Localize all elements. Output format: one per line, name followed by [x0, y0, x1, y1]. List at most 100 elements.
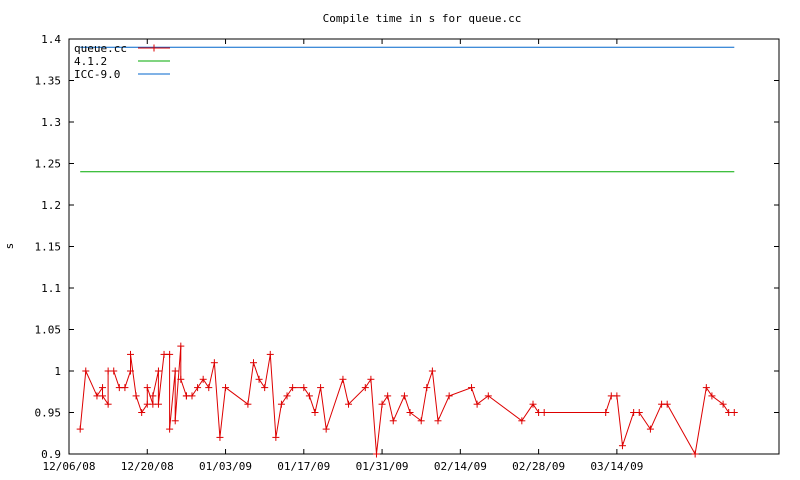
y-tick-label: 1.15 — [35, 241, 62, 254]
data-point-queue-cc — [635, 409, 643, 416]
x-axis: 12/06/08 12/20/08 01/03/09 01/17/09 01/31/09… — [43, 39, 643, 473]
data-point-queue-cc — [166, 350, 174, 358]
data-point-queue-cc — [255, 375, 263, 383]
y-tick-label: 1.2 — [41, 199, 61, 212]
data-point-queue-cc — [216, 433, 224, 441]
data-point-queue-cc — [249, 359, 257, 367]
legend-label-4-1-2: 4.1.2 — [74, 55, 107, 68]
data-point-queue-cc — [82, 367, 90, 375]
data-point-queue-cc — [322, 425, 330, 433]
x-tick-label: 01/31/09 — [356, 460, 409, 473]
data-point-queue-cc — [434, 417, 442, 425]
data-point-queue-cc — [99, 384, 107, 392]
data-point-queue-cc — [417, 417, 425, 425]
data-point-queue-cc — [719, 400, 727, 408]
data-point-queue-cc — [311, 409, 319, 416]
y-tick-label: 1.4 — [41, 33, 61, 46]
data-point-queue-cc — [76, 425, 84, 433]
data-point-queue-cc — [529, 400, 537, 408]
data-point-queue-cc — [345, 400, 353, 408]
data-point-queue-cc — [305, 392, 313, 400]
data-point-queue-cc — [194, 384, 202, 392]
data-point-queue-cc — [244, 400, 252, 408]
data-point-queue-cc — [339, 375, 347, 383]
data-point-queue-cc — [289, 384, 297, 392]
data-point-queue-cc — [261, 384, 269, 392]
data-point-queue-cc — [121, 384, 129, 392]
data-point-queue-cc — [171, 417, 179, 425]
y-tick-label: 1.35 — [35, 75, 62, 88]
x-tick-label: 12/20/08 — [121, 460, 174, 473]
data-point-queue-cc — [177, 342, 185, 350]
data-point-queue-cc — [389, 417, 397, 425]
x-tick-label: 01/03/09 — [199, 460, 252, 473]
data-point-queue-cc — [372, 450, 380, 458]
x-tick-label: 12/06/08 — [43, 460, 96, 473]
data-point-queue-cc — [361, 384, 369, 392]
data-point-queue-cc — [222, 384, 230, 392]
data-point-queue-cc — [126, 350, 134, 358]
data-point-queue-cc — [272, 433, 280, 441]
y-tick-label: 1.3 — [41, 116, 61, 129]
data-point-queue-cc — [428, 367, 436, 375]
data-point-queue-cc — [518, 417, 526, 425]
data-point-queue-cc — [708, 392, 716, 400]
series-line-queue-cc — [79, 346, 735, 456]
data-point-queue-cc — [423, 384, 431, 392]
data-point-queue-cc — [367, 375, 375, 383]
data-point-queue-cc — [613, 392, 621, 400]
y-tick-label: 1.25 — [35, 158, 62, 171]
y-axis: 0.9 0.95 1 1.05 1.1 1.15 1.2 1.25 1.3 1.35 1.4 — [35, 33, 779, 461]
data-point-queue-cc — [143, 384, 151, 392]
data-point-queue-cc — [602, 409, 610, 416]
data-point-queue-cc — [110, 367, 118, 375]
data-point-queue-cc — [484, 392, 492, 400]
data-point-queue-cc — [188, 392, 196, 400]
data-point-queue-cc — [384, 392, 392, 400]
y-tick-label: 1.1 — [41, 282, 61, 295]
y-axis-label: s — [3, 243, 16, 250]
data-point-queue-cc — [400, 392, 408, 400]
data-point-queue-cc — [149, 392, 157, 400]
plot-area — [76, 46, 738, 458]
chart-title: Compile time in s for queue.cc — [323, 12, 522, 25]
data-point-queue-cc — [378, 400, 386, 408]
data-point-queue-cc — [473, 400, 481, 408]
y-tick-label: 1 — [54, 365, 61, 378]
data-point-queue-cc — [266, 350, 274, 358]
x-tick-label: 02/14/09 — [434, 460, 487, 473]
data-point-queue-cc — [540, 409, 548, 416]
data-point-queue-cc — [406, 409, 414, 416]
data-point-queue-cc — [99, 392, 107, 400]
data-point-queue-cc — [154, 367, 162, 375]
data-point-queue-cc — [691, 450, 699, 458]
data-point-queue-cc — [205, 384, 213, 392]
data-point-queue-cc — [445, 392, 453, 400]
data-point-queue-cc — [468, 384, 476, 392]
y-tick-label: 1.05 — [35, 324, 62, 337]
data-point-queue-cc — [199, 375, 207, 383]
data-point-queue-cc — [646, 425, 654, 433]
data-point-queue-cc — [300, 384, 308, 392]
x-tick-label: 02/28/09 — [512, 460, 565, 473]
data-point-queue-cc — [154, 400, 162, 408]
data-point-queue-cc — [210, 359, 218, 367]
data-point-queue-cc — [132, 392, 140, 400]
data-point-queue-cc — [277, 400, 285, 408]
data-point-queue-cc — [104, 400, 112, 408]
data-point-queue-cc — [663, 400, 671, 408]
data-point-queue-cc — [126, 367, 134, 375]
legend-label-icc-9-0: ICC-9.0 — [74, 68, 120, 81]
data-point-queue-cc — [138, 409, 146, 416]
data-point-queue-cc — [730, 409, 738, 416]
data-point-queue-cc — [283, 392, 291, 400]
y-tick-label: 0.95 — [35, 407, 62, 420]
x-tick-label: 03/14/09 — [590, 460, 643, 473]
data-point-queue-cc — [171, 367, 179, 375]
data-point-queue-cc — [177, 375, 185, 383]
legend-label-queue-cc: queue.cc — [74, 42, 127, 55]
data-point-queue-cc — [166, 425, 174, 433]
data-point-queue-cc — [618, 442, 626, 450]
